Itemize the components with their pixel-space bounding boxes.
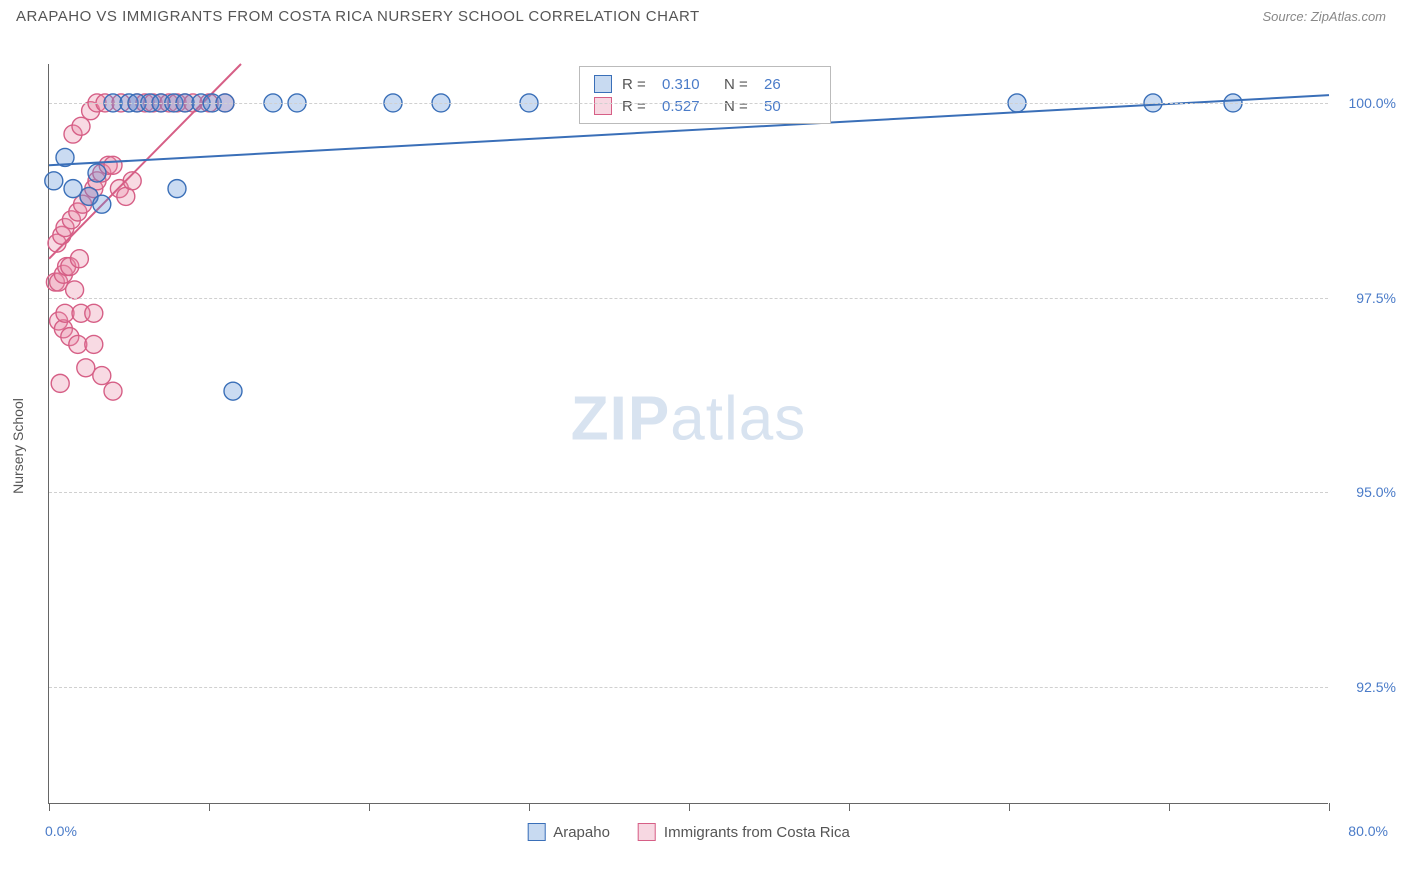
legend-item-arapaho: Arapaho xyxy=(527,823,610,841)
swatch-arapaho-icon xyxy=(527,823,545,841)
data-point xyxy=(88,164,106,182)
data-point xyxy=(93,367,111,385)
x-tick xyxy=(209,803,210,811)
data-point xyxy=(77,359,95,377)
n-value-costarica: 50 xyxy=(764,98,816,115)
series-legend: Arapaho Immigrants from Costa Rica xyxy=(527,823,850,841)
y-tick-label: 95.0% xyxy=(1356,484,1396,500)
data-point xyxy=(72,117,90,135)
x-tick xyxy=(529,803,530,811)
gridline xyxy=(49,492,1328,493)
data-point xyxy=(70,250,88,268)
x-tick xyxy=(1009,803,1010,811)
x-tick xyxy=(849,803,850,811)
swatch-arapaho xyxy=(594,75,612,93)
r-value-arapaho: 0.310 xyxy=(662,76,714,93)
n-value-arapaho: 26 xyxy=(764,76,816,93)
swatch-costarica xyxy=(594,97,612,115)
source-attribution: Source: ZipAtlas.com xyxy=(1262,9,1386,24)
scatter-svg xyxy=(49,64,1328,803)
chart-title: ARAPAHO VS IMMIGRANTS FROM COSTA RICA NU… xyxy=(16,8,700,25)
correlation-legend: R = 0.310 N = 26 R = 0.527 N = 50 xyxy=(579,66,831,124)
data-point xyxy=(85,335,103,353)
legend-row-costarica: R = 0.527 N = 50 xyxy=(594,95,816,117)
trend-line xyxy=(49,64,241,259)
legend-row-arapaho: R = 0.310 N = 26 xyxy=(594,73,816,95)
data-point xyxy=(45,172,63,190)
data-point xyxy=(66,281,84,299)
chart-plot-area: ZIPatlas R = 0.310 N = 26 R = 0.527 N = … xyxy=(48,64,1328,804)
x-tick xyxy=(49,803,50,811)
y-tick-label: 92.5% xyxy=(1356,679,1396,695)
data-point xyxy=(168,180,186,198)
gridline xyxy=(49,298,1328,299)
swatch-costarica-icon xyxy=(638,823,656,841)
data-point xyxy=(224,382,242,400)
gridline xyxy=(49,687,1328,688)
x-tick xyxy=(369,803,370,811)
data-point xyxy=(93,195,111,213)
y-axis-title: Nursery School xyxy=(10,398,26,494)
data-point xyxy=(104,382,122,400)
x-axis-max-label: 80.0% xyxy=(1348,823,1388,839)
r-value-costarica: 0.527 xyxy=(662,98,714,115)
data-point xyxy=(51,374,69,392)
data-point xyxy=(104,156,122,174)
y-tick-label: 97.5% xyxy=(1356,290,1396,306)
data-point xyxy=(64,180,82,198)
x-tick xyxy=(1169,803,1170,811)
y-tick-label: 100.0% xyxy=(1349,95,1396,111)
x-tick xyxy=(689,803,690,811)
x-tick xyxy=(1329,803,1330,811)
data-point xyxy=(85,304,103,322)
gridline xyxy=(49,103,1328,104)
x-axis-min-label: 0.0% xyxy=(45,823,77,839)
legend-item-costarica: Immigrants from Costa Rica xyxy=(638,823,850,841)
